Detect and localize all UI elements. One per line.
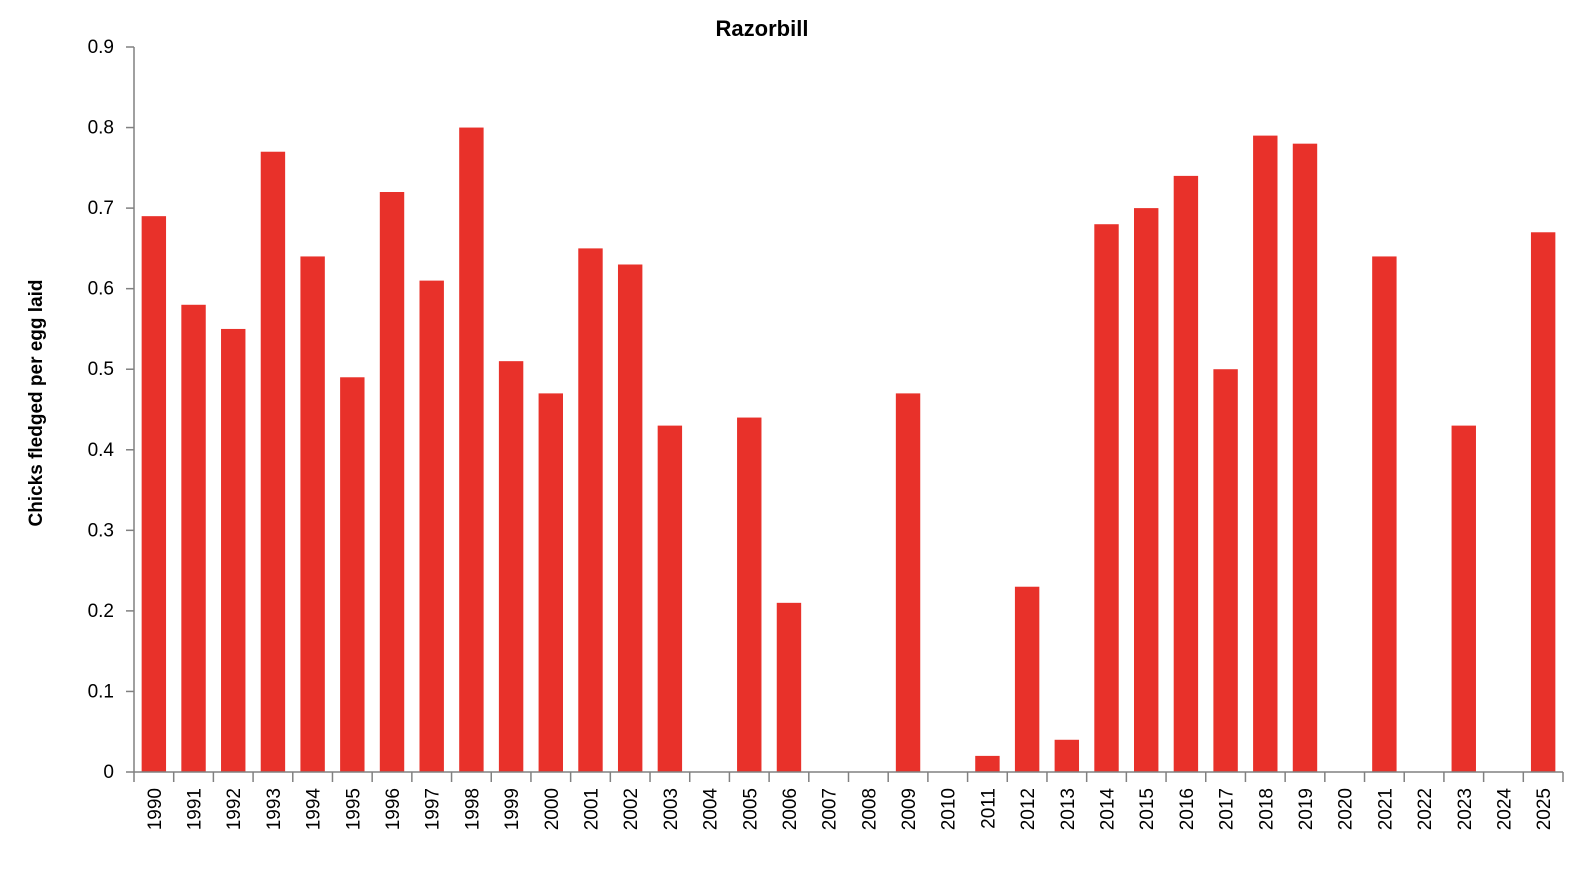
bar-1993 bbox=[260, 151, 286, 772]
bar-1998 bbox=[459, 127, 484, 773]
x-tick-label: 2016 bbox=[1177, 788, 1198, 830]
x-tick-label: 2006 bbox=[780, 788, 801, 830]
bar-1990 bbox=[141, 216, 167, 772]
x-tick-label: 2003 bbox=[661, 788, 682, 830]
x-tick-label: 1995 bbox=[343, 788, 364, 830]
x-tick-label: 2014 bbox=[1098, 788, 1119, 831]
x-tick-label: 2004 bbox=[701, 788, 722, 831]
x-tick-label: 2010 bbox=[939, 788, 960, 830]
y-axis-ticks: 0 0.1 0.2 0.3 0.4 0.5 0.6 0.7 0.8 0.9 bbox=[88, 37, 134, 783]
x-tick-label: 2009 bbox=[899, 788, 920, 830]
x-tick-label: 2025 bbox=[1534, 788, 1555, 830]
x-tick-label: 2017 bbox=[1217, 788, 1238, 830]
bars-group bbox=[141, 127, 1556, 773]
bar-1991 bbox=[181, 304, 206, 772]
x-tick-label: 2015 bbox=[1137, 788, 1158, 830]
bar-2006 bbox=[776, 602, 802, 772]
x-tick-label: 2019 bbox=[1296, 788, 1317, 830]
y-tick-label: 0.6 bbox=[88, 279, 114, 300]
x-tick-label: 2000 bbox=[542, 788, 563, 830]
x-tick-label: 2020 bbox=[1336, 788, 1357, 830]
y-tick-label: 0 bbox=[103, 762, 114, 783]
bar-2005 bbox=[737, 417, 762, 772]
bar-1997 bbox=[419, 280, 444, 772]
bar-2017 bbox=[1213, 369, 1238, 772]
bar-1995 bbox=[340, 377, 365, 772]
x-tick-label: 1990 bbox=[145, 788, 166, 830]
y-tick-label: 0.5 bbox=[88, 359, 114, 380]
x-tick-label: 2008 bbox=[859, 788, 880, 830]
x-tick-label: 1992 bbox=[224, 788, 245, 830]
x-tick-label: 2002 bbox=[621, 788, 642, 830]
chart-title: Razorbill bbox=[716, 16, 809, 41]
x-tick-label: 2012 bbox=[1018, 788, 1039, 830]
bar-2013 bbox=[1054, 739, 1080, 772]
y-tick-label: 0.8 bbox=[88, 118, 114, 139]
bar-2016 bbox=[1173, 175, 1199, 772]
x-tick-label: 2007 bbox=[820, 788, 841, 830]
x-tick-label: 2018 bbox=[1256, 788, 1277, 830]
x-tick-label: 1991 bbox=[185, 788, 206, 830]
y-tick-label: 0.4 bbox=[88, 440, 115, 461]
x-tick-label: 2021 bbox=[1375, 788, 1396, 830]
x-tick-label: 2013 bbox=[1058, 788, 1079, 830]
x-tick-label: 1996 bbox=[383, 788, 404, 830]
bar-2014 bbox=[1094, 224, 1119, 772]
bar-2018 bbox=[1253, 135, 1278, 773]
bar-2012 bbox=[1014, 586, 1040, 772]
x-tick-label: 2022 bbox=[1415, 788, 1436, 830]
bar-1999 bbox=[498, 361, 524, 772]
bar-2019 bbox=[1292, 143, 1318, 772]
bar-2000 bbox=[538, 393, 563, 772]
x-tick-label: 2023 bbox=[1455, 788, 1476, 830]
x-tick-label: 1993 bbox=[264, 788, 285, 830]
x-tick-label: 2005 bbox=[740, 788, 761, 830]
bar-2021 bbox=[1372, 256, 1397, 772]
y-tick-label: 0.7 bbox=[88, 198, 114, 219]
bar-2023 bbox=[1451, 425, 1476, 772]
x-axis-ticks: 1990 1991 1992 1993 1994 1995 1996 1997 1998 1999… bbox=[133, 772, 1564, 831]
bar-2001 bbox=[578, 248, 603, 772]
x-tick-label: 1997 bbox=[423, 788, 444, 830]
y-axis-label: Chicks fledged per egg laid bbox=[26, 279, 47, 526]
bar-1994 bbox=[300, 256, 325, 772]
bar-2009 bbox=[895, 393, 921, 772]
y-tick-label: 0.2 bbox=[88, 601, 114, 622]
bar-2011 bbox=[975, 755, 1000, 772]
x-tick-label: 2011 bbox=[978, 788, 999, 829]
x-tick-label: 2001 bbox=[581, 788, 602, 830]
x-tick-label: 2024 bbox=[1494, 788, 1515, 831]
x-tick-label: 1998 bbox=[462, 788, 483, 830]
bar-2002 bbox=[617, 264, 643, 772]
x-tick-label: 1999 bbox=[502, 788, 523, 830]
bar-2015 bbox=[1134, 208, 1159, 773]
y-tick-label: 0.9 bbox=[88, 37, 114, 58]
bar-2025 bbox=[1530, 232, 1556, 772]
y-tick-label: 0.3 bbox=[88, 520, 114, 541]
bar-1996 bbox=[379, 192, 405, 772]
y-tick-label: 0.1 bbox=[88, 681, 114, 702]
bar-2003 bbox=[657, 425, 683, 772]
x-tick-label: 1994 bbox=[304, 788, 325, 831]
bar-1992 bbox=[221, 328, 246, 772]
